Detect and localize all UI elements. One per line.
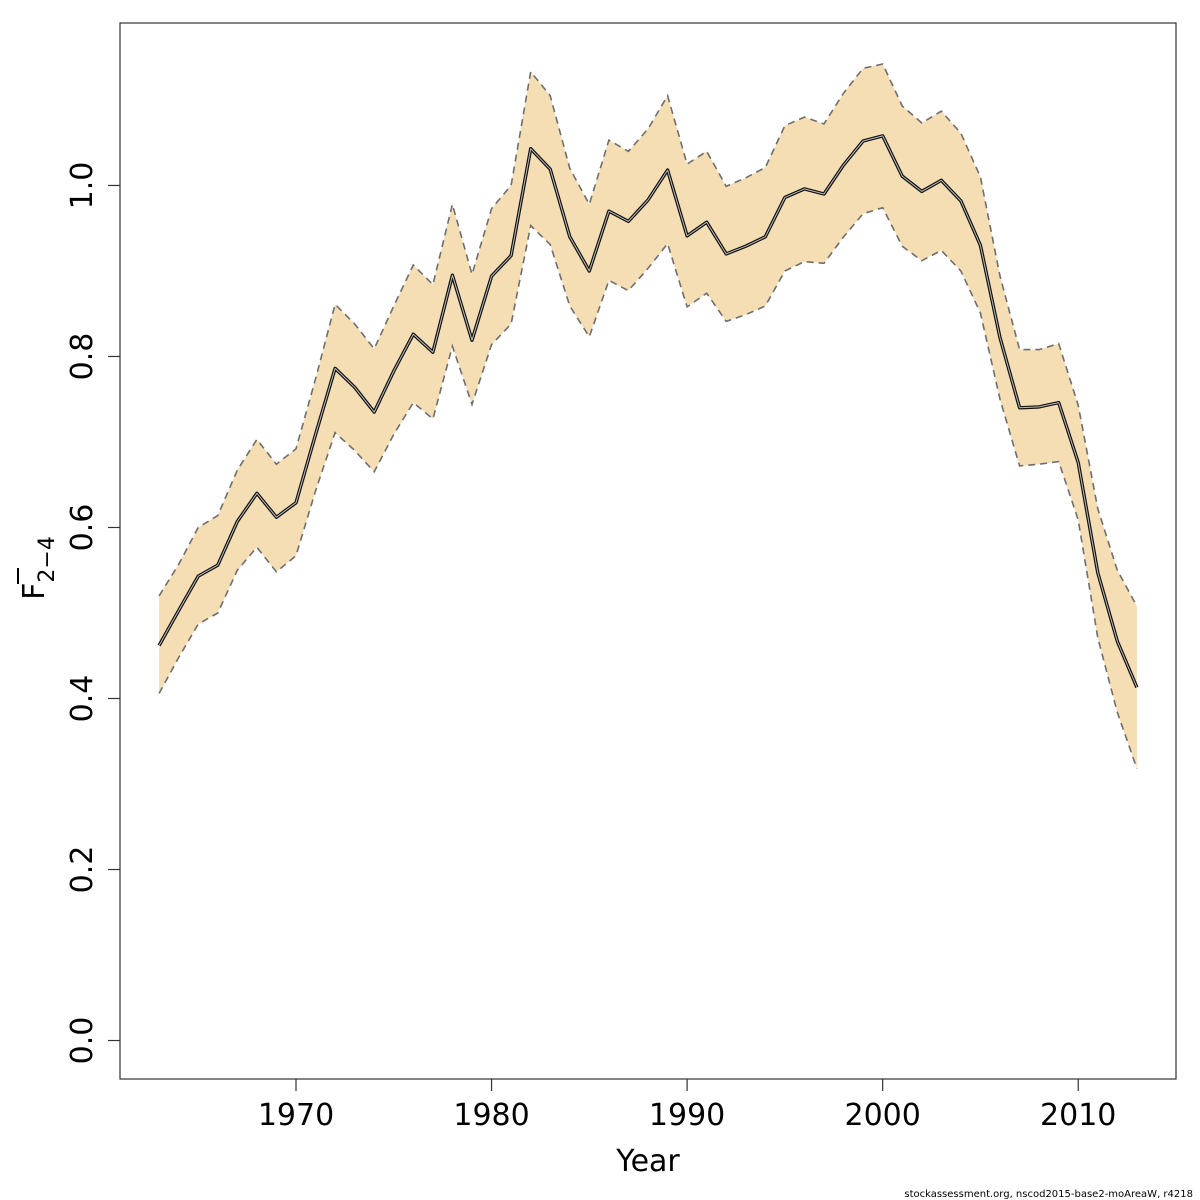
x-tick-label: 2010 [1040, 1098, 1116, 1133]
x-axis: 1970 1980 1990 2000 2010 [258, 1079, 1116, 1133]
x-axis-title: Year [615, 1144, 680, 1179]
y-tick-label: 0.8 [65, 333, 100, 381]
lower-bound-line [158, 206, 1138, 769]
x-tick-label: 1990 [649, 1098, 725, 1133]
y-tick-label: 0.6 [65, 504, 100, 552]
footer-credit: stockassessment.org, nscod2015-base2-moA… [904, 1189, 1193, 1200]
estimate-line [158, 135, 1138, 688]
x-tick-label: 2000 [844, 1098, 920, 1133]
svg-text:F2−4: F2−4 [17, 536, 60, 600]
x-tick-label: 1970 [258, 1098, 334, 1133]
confidence-band [159, 64, 1137, 769]
x-tick-label: 1980 [453, 1098, 529, 1133]
y-axis-title: F2−4 [17, 536, 60, 600]
y-tick-label: 1.0 [65, 162, 100, 210]
upper-bound-line [158, 63, 1138, 607]
y-axis-title-main: F [17, 583, 52, 600]
y-tick-label: 0.0 [65, 1017, 100, 1065]
y-axis: 0.0 0.2 0.4 0.6 0.8 1.0 [65, 162, 120, 1065]
y-tick-label: 0.4 [65, 675, 100, 723]
y-tick-label: 0.2 [65, 846, 100, 894]
y-axis-title-subscript: 2−4 [35, 536, 60, 582]
plot-area [157, 63, 1139, 769]
plot-frame [119, 22, 1177, 1080]
